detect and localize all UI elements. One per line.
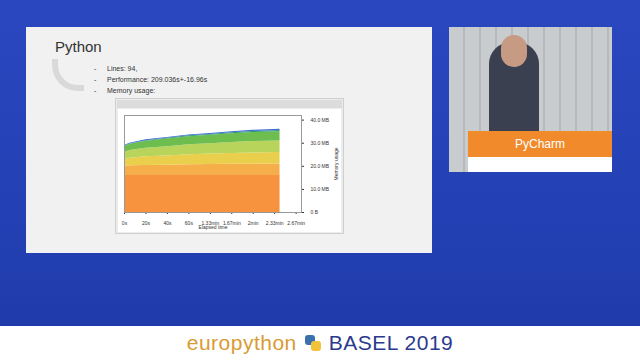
svg-text:20s: 20s — [142, 220, 151, 226]
svg-text:0s: 0s — [122, 220, 128, 226]
svg-text:40.0 MB: 40.0 MB — [311, 117, 330, 123]
svg-text:0 B: 0 B — [311, 209, 319, 215]
svg-text:2.33min: 2.33min — [266, 220, 284, 226]
svg-text:2.67min: 2.67min — [287, 220, 305, 226]
svg-text:2min: 2min — [248, 220, 259, 226]
svg-text:60s: 60s — [185, 220, 194, 226]
svg-text:40s: 40s — [163, 220, 172, 226]
svg-text:Elapsed time: Elapsed time — [199, 224, 228, 230]
svg-text:Memory usage: Memory usage — [333, 147, 339, 180]
svg-text:20.0 MB: 20.0 MB — [311, 163, 330, 169]
svg-text:30.0 MB: 30.0 MB — [311, 140, 330, 146]
svg-text:10.0 MB: 10.0 MB — [311, 186, 330, 192]
